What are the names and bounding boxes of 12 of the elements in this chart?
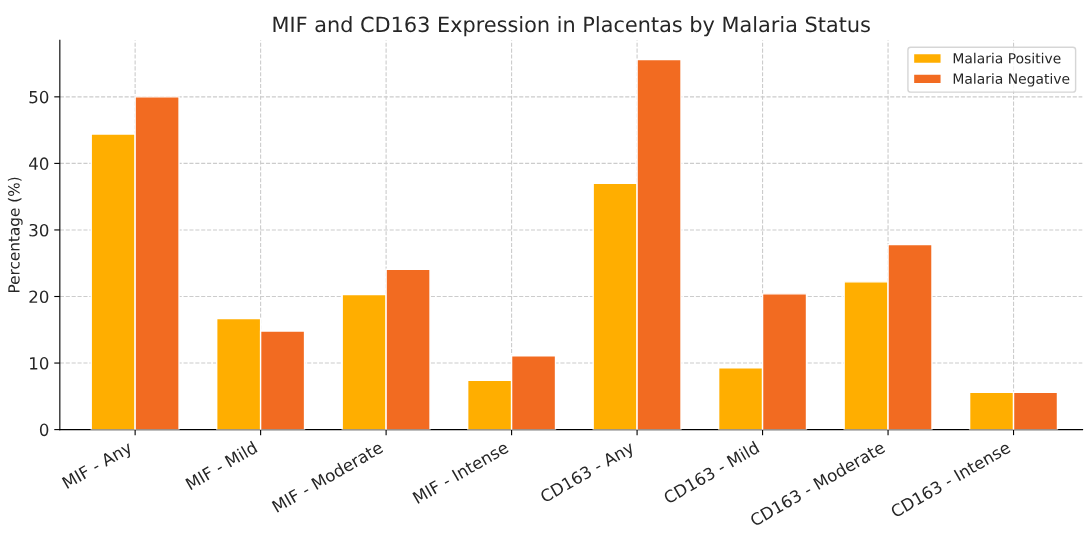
legend-label: Malaria Positive — [953, 52, 1061, 64]
y-tick-label: 0 — [39, 423, 49, 437]
legend-label: Malaria Negative — [953, 73, 1070, 87]
y-tick-label: 30 — [29, 223, 49, 237]
x-tick-label: MIF - Mild — [184, 440, 258, 491]
y-tick-label: 40 — [29, 157, 49, 170]
y-tick-label: 50 — [29, 90, 49, 104]
y-tick-label: 10 — [30, 357, 49, 370]
y-tick-label: 20 — [29, 290, 49, 304]
chart-title: MIF and CD163 Expression in Placentas by Malaria Status — [273, 16, 870, 37]
x-tick-label: MIF - Any — [61, 440, 135, 492]
y-axis-title: Percentage (%) — [7, 177, 23, 293]
